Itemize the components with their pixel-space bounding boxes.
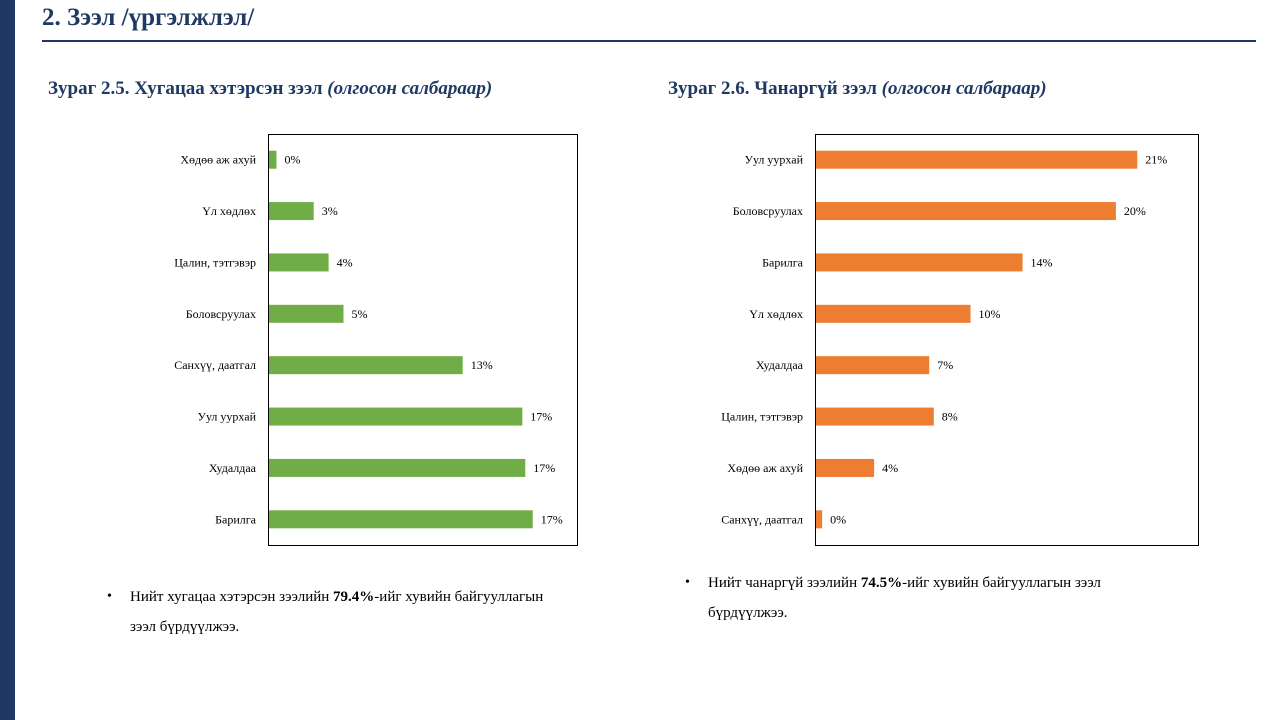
- note-text: Нийт чанаргүй зээлийн 74.5%-ийг хувийн б…: [708, 568, 1178, 628]
- chart-caption-italic: (олгосон салбараар): [327, 78, 493, 99]
- bar: [269, 510, 533, 529]
- page-title: 2. Зээл /үргэлжлэл/: [42, 4, 255, 31]
- bar: [816, 510, 823, 529]
- note-text-pre: Нийт хугацаа хэтэрсэн зээлийн: [130, 589, 334, 605]
- chart-caption-main: Зураг 2.6. Чанаргүй зээл: [668, 78, 882, 99]
- category-label: Хөдөө аж ахуй: [727, 461, 803, 475]
- category-label: Боловсруулах: [733, 204, 803, 218]
- plot-frame: [268, 134, 578, 546]
- category-label: Санхүү, даатгал: [721, 512, 803, 526]
- chart-caption-main: Зураг 2.5. Хугацаа хэтэрсэн зээл: [48, 78, 328, 99]
- bar: [269, 253, 329, 272]
- data-label: 0%: [830, 512, 846, 526]
- data-label: 20%: [1124, 204, 1146, 218]
- bullet-icon: •: [107, 589, 112, 604]
- data-label: 17%: [530, 410, 552, 424]
- note-nonperforming: • Нийт чанаргүй зээлийн 74.5%-ийг хувийн…: [685, 568, 1205, 638]
- bar: [269, 458, 526, 477]
- category-label: Санхүү, даатгал: [174, 358, 256, 372]
- note-text-bold: 79.4%: [333, 589, 375, 605]
- category-label: Цалин, тэтгэвэр: [174, 255, 256, 269]
- data-label: 4%: [882, 461, 898, 475]
- data-label: 13%: [471, 358, 493, 372]
- data-label: 17%: [541, 512, 563, 526]
- left-accent-bar: [0, 0, 15, 720]
- bar: [816, 202, 1116, 221]
- data-label: 3%: [322, 204, 338, 218]
- data-label: 8%: [942, 410, 958, 424]
- category-label: Уул уурхай: [744, 153, 803, 167]
- note-text-bold: 74.5%: [860, 575, 903, 591]
- data-label: 14%: [1031, 255, 1053, 269]
- data-label: 21%: [1145, 153, 1167, 167]
- bar: [269, 150, 277, 169]
- note-overdue: • Нийт хугацаа хэтэрсэн зээлийн 79.4%-ий…: [107, 582, 567, 652]
- chart-caption-overdue: Зураг 2.5. Хугацаа хэтэрсэн зээл (олгосо…: [48, 78, 492, 100]
- bar: [816, 253, 1023, 272]
- category-label: Хөдөө аж ахуй: [180, 153, 256, 167]
- category-label: Худалдаа: [209, 461, 257, 475]
- category-label: Барилга: [762, 255, 804, 269]
- bar: [816, 356, 930, 375]
- chart-caption-italic: (олгосон салбараар): [881, 78, 1047, 99]
- data-label: 10%: [979, 307, 1001, 321]
- bar: [269, 304, 344, 323]
- bullet-icon: •: [685, 575, 690, 590]
- category-label: Боловсруулах: [186, 307, 256, 321]
- bar: [816, 150, 1138, 169]
- data-label: 0%: [284, 153, 300, 167]
- bar: [816, 407, 934, 426]
- bar: [816, 304, 971, 323]
- category-label: Цалин, тэтгэвэр: [721, 410, 803, 424]
- category-label: Уул уурхай: [197, 410, 256, 424]
- note-text-pre: Нийт чанаргүй зээлийн: [708, 575, 861, 591]
- bar: [269, 202, 314, 221]
- plot-frame: [815, 134, 1199, 546]
- data-label: 7%: [937, 358, 953, 372]
- category-label: Үл хөдлөх: [749, 307, 803, 321]
- category-label: Худалдаа: [756, 358, 804, 372]
- data-label: 17%: [533, 461, 555, 475]
- title-divider: [42, 40, 1256, 42]
- category-label: Үл хөдлөх: [202, 204, 256, 218]
- bar: [269, 407, 523, 426]
- chart-caption-nonperforming: Зураг 2.6. Чанаргүй зээл (олгосон салбар…: [668, 78, 1047, 100]
- note-text-post: -ийг хувийн байгууллагын зээл бүрдүүлжээ…: [708, 575, 1101, 621]
- bar: [269, 356, 463, 375]
- data-label: 4%: [337, 255, 353, 269]
- data-label: 5%: [352, 307, 368, 321]
- note-text-post: -ийг хувийн байгууллагын зээл бүрдүүлжээ…: [130, 589, 544, 635]
- note-text: Нийт хугацаа хэтэрсэн зээлийн 79.4%-ийг …: [130, 582, 550, 642]
- bar: [816, 458, 875, 477]
- category-label: Барилга: [215, 512, 257, 526]
